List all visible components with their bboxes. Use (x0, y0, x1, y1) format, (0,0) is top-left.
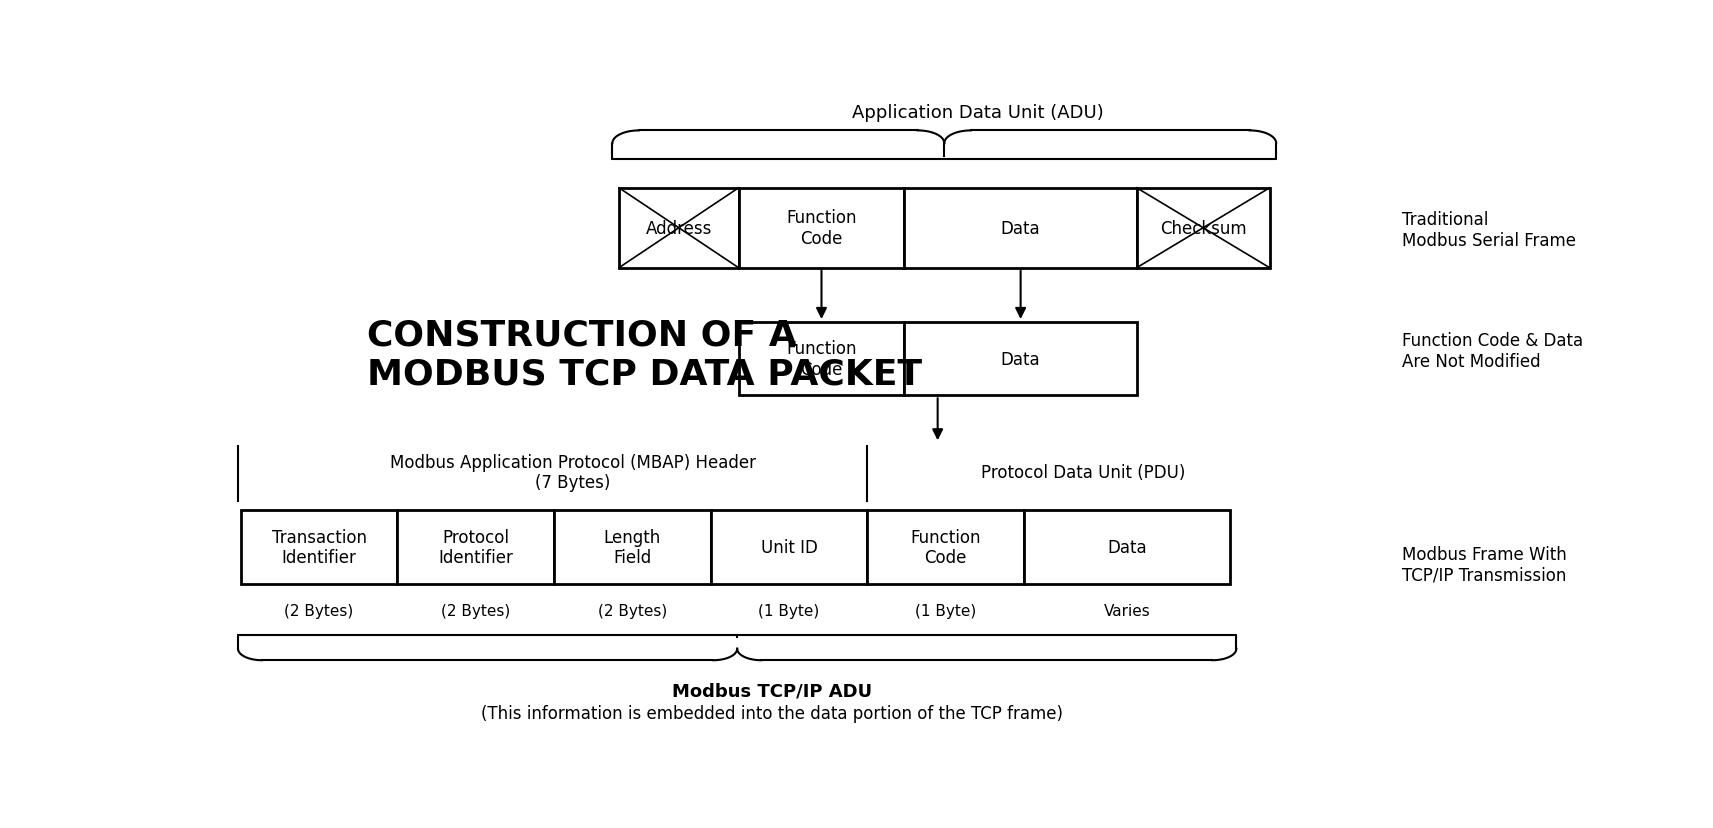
Text: Application Data Unit (ADU): Application Data Unit (ADU) (851, 104, 1103, 122)
Bar (240, 511, 397, 584)
Text: Modbus Application Protocol (MBAP) Header
(7 Bytes): Modbus Application Protocol (MBAP) Heade… (389, 453, 755, 492)
Text: Data: Data (1000, 350, 1040, 368)
Text: Function Code & Data
Are Not Modified: Function Code & Data Are Not Modified (1403, 332, 1583, 371)
Text: Modbus Frame With
TCP/IP Transmission: Modbus Frame With TCP/IP Transmission (1403, 546, 1567, 585)
Text: Address: Address (646, 219, 713, 238)
Text: (1 Byte): (1 Byte) (915, 603, 976, 619)
Bar (1024, 511, 1230, 584)
Text: Protocol Data Unit (PDU): Protocol Data Unit (PDU) (982, 464, 1185, 481)
Text: (2 Bytes): (2 Bytes) (440, 603, 510, 619)
Text: Protocol
Identifier: Protocol Identifier (439, 528, 514, 566)
Text: (2 Bytes): (2 Bytes) (284, 603, 353, 619)
Text: Checksum: Checksum (1160, 219, 1247, 238)
Bar (904, 322, 1137, 396)
Text: Function
Code: Function Code (786, 339, 856, 378)
Bar (553, 511, 711, 584)
Bar (738, 322, 904, 396)
Bar (397, 511, 553, 584)
Bar (711, 511, 867, 584)
Bar (867, 511, 1024, 584)
Bar (1137, 189, 1269, 268)
Text: Unit ID: Unit ID (761, 538, 817, 556)
Text: Data: Data (1000, 219, 1040, 238)
Text: Modbus TCP/IP ADU: Modbus TCP/IP ADU (671, 682, 872, 700)
Bar (738, 189, 904, 268)
Bar (618, 189, 738, 268)
Text: Function
Code: Function Code (786, 209, 856, 248)
Bar (904, 189, 1137, 268)
Text: Transaction
Identifier: Transaction Identifier (271, 528, 367, 566)
Text: Traditional
Modbus Serial Frame: Traditional Modbus Serial Frame (1403, 210, 1576, 249)
Text: (2 Bytes): (2 Bytes) (598, 603, 666, 619)
Text: Function
Code: Function Code (910, 528, 982, 566)
Text: (This information is embedded into the data portion of the TCP frame): (This information is embedded into the d… (481, 704, 1062, 722)
Text: (1 Byte): (1 Byte) (759, 603, 819, 619)
Text: CONSTRUCTION OF A
MODBUS TCP DATA PACKET: CONSTRUCTION OF A MODBUS TCP DATA PACKET (367, 318, 922, 391)
Text: Length
Field: Length Field (603, 528, 661, 566)
Text: Varies: Varies (1103, 603, 1149, 619)
Text: Data: Data (1107, 538, 1146, 556)
